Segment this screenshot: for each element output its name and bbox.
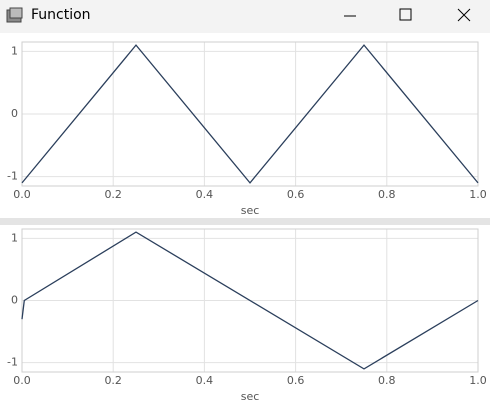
line (21, 231, 479, 370)
x-axis-label: sec (241, 204, 260, 217)
charts: -1 0 1 0.0 0.2 0.4 0.6 0.8 1.0 sec -1 0 1 0.0 0.2 0.4 0.… (0, 41, 490, 403)
x-tick-label: 0.8 (378, 188, 396, 201)
line (21, 44, 479, 184)
splitter (0, 218, 490, 225)
x-tick-label: 0.2 (104, 188, 122, 201)
x-tick-label: 0.8 (378, 374, 396, 387)
x-tick-label: 0.6 (287, 188, 305, 201)
x-tick-label: 0.0 (13, 188, 31, 201)
x-tick-label: 0.2 (104, 374, 122, 387)
window-title: Function (31, 7, 91, 23)
x-tick-label: 1.0 (469, 188, 487, 201)
window-controls (344, 8, 471, 22)
plot-frame (21, 41, 479, 187)
close-button[interactable] (457, 8, 471, 22)
x-tick-label: 0.4 (196, 374, 214, 387)
app-icon (6, 7, 23, 23)
x-tick-label: 1.0 (469, 374, 487, 387)
y-tick-label: 0 (11, 107, 18, 120)
x-tick-label: 0.0 (13, 374, 31, 387)
y-tick-label: 1 (11, 44, 18, 57)
x-tick-label: 0.4 (196, 188, 214, 201)
y-tick-label: -1 (7, 356, 18, 369)
maximize-button[interactable] (399, 8, 412, 21)
y-tick-label: -1 (7, 170, 18, 183)
y-tick-label: 1 (11, 231, 18, 244)
y-tick-label: 0 (11, 294, 18, 307)
title-bar: Function (0, 0, 490, 33)
x-tick-label: 0.6 (287, 374, 305, 387)
x-axis-label: sec (241, 390, 260, 403)
